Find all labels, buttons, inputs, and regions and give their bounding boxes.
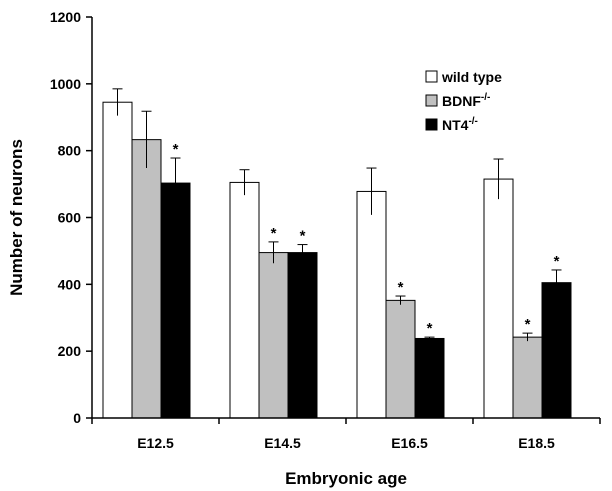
significance-star: * bbox=[300, 228, 306, 245]
bar-wild-type bbox=[356, 190, 387, 419]
x-axis-title: Embryonic age bbox=[285, 469, 407, 488]
bar-nt4 bbox=[541, 282, 572, 419]
legend-swatch bbox=[425, 118, 438, 131]
significance-star: * bbox=[525, 316, 531, 333]
y-axis-ticks: 0 200 400 600 800 1000 1200 bbox=[50, 9, 92, 426]
bar-bdnf bbox=[258, 252, 289, 419]
y-axis-title: Number of neurons bbox=[7, 139, 26, 296]
y-tick-label: 200 bbox=[58, 343, 82, 359]
y-tick-label: 400 bbox=[58, 276, 82, 292]
x-tick-label: E16.5 bbox=[391, 435, 428, 451]
bar-nt4 bbox=[160, 182, 191, 419]
bars bbox=[102, 101, 572, 419]
bar-bdnf bbox=[512, 336, 543, 419]
legend-label: wild type bbox=[441, 69, 502, 85]
significance-star: * bbox=[398, 279, 404, 296]
significance-star: * bbox=[427, 320, 433, 337]
bar-wild-type bbox=[102, 101, 133, 419]
legend-swatch bbox=[425, 70, 438, 83]
y-tick-label: 1200 bbox=[50, 9, 81, 25]
bar-bdnf bbox=[385, 299, 416, 419]
significance-star: * bbox=[173, 141, 179, 158]
bar-nt4 bbox=[287, 252, 318, 419]
error-bars bbox=[112, 88, 562, 342]
y-tick-label: 1000 bbox=[50, 76, 81, 92]
legend-swatch bbox=[425, 94, 438, 107]
bar-bdnf bbox=[131, 139, 162, 419]
x-tick-label: E12.5 bbox=[137, 435, 174, 451]
bar-nt4 bbox=[414, 337, 445, 419]
y-tick-label: 0 bbox=[73, 410, 81, 426]
significance-star: * bbox=[554, 253, 560, 270]
x-tick-label: E18.5 bbox=[518, 435, 555, 451]
x-tick-label: E14.5 bbox=[264, 435, 301, 451]
significance-star: * bbox=[271, 225, 277, 242]
bar-wild-type bbox=[229, 181, 260, 419]
legend-label: BDNF-/- bbox=[442, 92, 490, 109]
bar-wild-type bbox=[483, 178, 514, 419]
significance-markers: * * * * * * * bbox=[173, 141, 560, 337]
x-axis-labels: E12.5 E14.5 E16.5 E18.5 bbox=[91, 418, 601, 451]
y-tick-label: 800 bbox=[58, 143, 82, 159]
y-tick-label: 600 bbox=[58, 210, 82, 226]
legend-label: NT4-/- bbox=[442, 116, 478, 133]
legend: wild type BDNF-/- NT4-/- bbox=[425, 69, 502, 133]
